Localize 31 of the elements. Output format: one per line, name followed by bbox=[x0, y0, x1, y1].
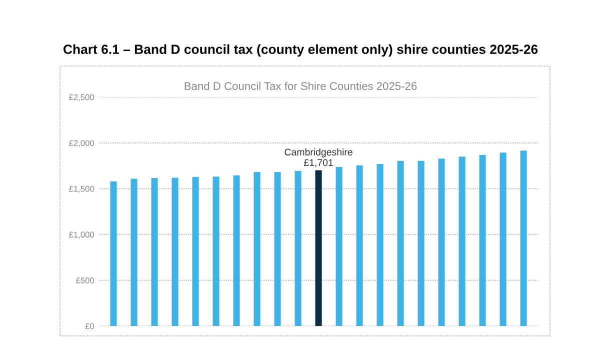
y-tick-label: £2,500 bbox=[69, 94, 94, 102]
bar bbox=[110, 181, 117, 326]
bar bbox=[336, 166, 342, 326]
bar bbox=[438, 158, 445, 326]
data-label: £1,701 bbox=[304, 159, 333, 168]
annotation: Cambridgeshire bbox=[284, 148, 352, 158]
y-tick-label: £500 bbox=[76, 277, 94, 284]
bar bbox=[192, 177, 199, 326]
bar bbox=[520, 150, 527, 326]
chart-title: Chart 6.1 – Band D council tax (county element only) shire counties 2025-26 bbox=[63, 44, 538, 57]
bar bbox=[212, 176, 220, 326]
y-tick-label: £1,500 bbox=[69, 186, 94, 193]
bar bbox=[172, 178, 178, 326]
bar bbox=[397, 160, 404, 326]
bar bbox=[376, 164, 384, 326]
y-tick-label: £0 bbox=[85, 323, 94, 330]
y-tick-label: £1,000 bbox=[69, 232, 94, 239]
bar bbox=[294, 171, 302, 326]
bar bbox=[274, 172, 281, 326]
bar bbox=[458, 156, 466, 326]
bar bbox=[315, 170, 322, 326]
bar bbox=[479, 154, 486, 326]
bar bbox=[500, 152, 506, 326]
bar bbox=[356, 165, 363, 326]
y-tick-label: £2,000 bbox=[69, 140, 94, 147]
chart-subtitle: Band D Council Tax for Shire Counties 2025-26 bbox=[184, 82, 417, 90]
bar bbox=[254, 172, 260, 326]
bar bbox=[151, 178, 158, 326]
bar bbox=[418, 160, 424, 326]
bar bbox=[233, 175, 240, 326]
bar bbox=[130, 178, 138, 326]
